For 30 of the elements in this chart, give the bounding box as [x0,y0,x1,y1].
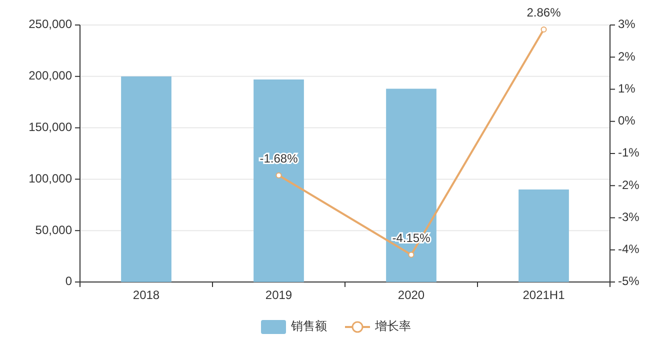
bar [121,76,172,282]
y2-tick-label: 3% [618,17,636,32]
y-tick-label: 0 [65,274,72,288]
bar [386,88,436,282]
legend-label: 销售额 [290,319,327,334]
x-tick-label: 2019 [265,288,292,302]
y2-tick-label: 1% [618,81,636,96]
y2-tick-label: 0% [618,114,636,128]
y2-tick-label: -5% [618,274,640,288]
y-tick-label: 100,000 [28,171,72,186]
bar [518,189,569,282]
point [276,172,282,178]
x-tick-label: 2018 [132,288,160,302]
bar [254,79,304,282]
y-tick-label: 150,000 [28,120,72,134]
legend-label: 增长率 [374,319,411,334]
y2-tick-label: 2% [618,49,636,64]
point [408,252,414,258]
data-label: -1.68% [260,152,298,166]
x-tick-label: 2020 [398,288,425,302]
y-tick-label: 50,000 [35,222,72,237]
y-tick-label: 200,000 [28,68,72,83]
y2-tick-label: -1% [618,146,640,160]
point [540,26,547,32]
y2-tick-label: -4% [618,242,640,256]
x-tick-label: 2021H1 [522,288,566,302]
y-tick-label: 250,000 [28,17,72,32]
data-label: 2.86% [526,6,562,20]
y2-tick-label: -2% [618,178,640,192]
y2-tick-label: -3% [618,210,640,224]
